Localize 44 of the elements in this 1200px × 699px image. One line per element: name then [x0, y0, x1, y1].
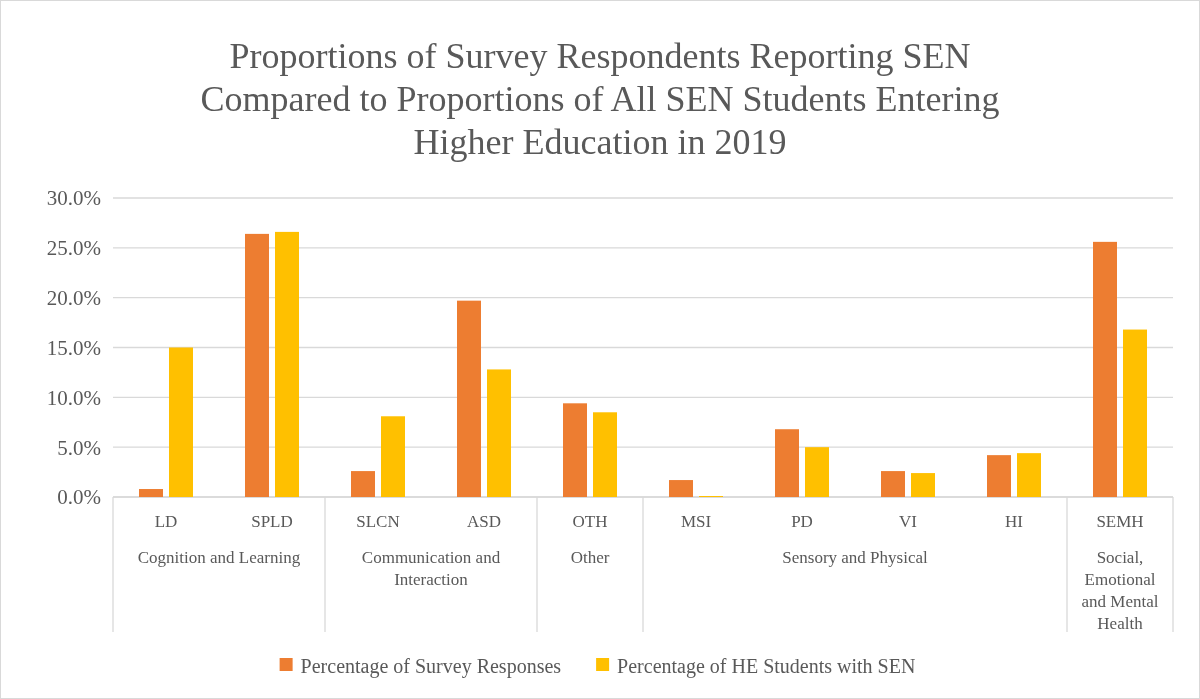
bar: [987, 455, 1011, 497]
text: Other: [570, 548, 610, 567]
bar: [457, 300, 481, 497]
chart-title: Proportions of Survey Respondents Reporting SEN Compared to Proportions of All SEN Students Entering Higher Education in 2019: [200, 36, 1000, 162]
y-tick-label: 15.0%: [46, 335, 101, 360]
x-tick-label: ASD: [466, 512, 502, 531]
bar: [1093, 241, 1117, 497]
bar: [487, 369, 511, 497]
x-tick-label: SLCN: [356, 512, 400, 531]
text: Social, Emotional and Mental Health: [1081, 548, 1159, 633]
x-tick-label: OTH: [572, 512, 608, 531]
bar: [881, 471, 905, 497]
y-tick-label: 5.0%: [57, 435, 101, 460]
x-tick-label: SEMH: [1096, 512, 1144, 531]
x-tick-label: SPLD: [251, 512, 293, 531]
bar: [169, 347, 193, 497]
x-tick-label: MSI: [680, 512, 712, 531]
y-tick-label: 30.0%: [46, 186, 101, 211]
bar: [669, 480, 693, 497]
legend-label: Percentage of HE Students with SEN: [617, 655, 916, 678]
bar: [381, 416, 405, 497]
y-tick-label: 25.0%: [46, 236, 101, 261]
y-tick-label: 0.0%: [57, 485, 101, 510]
text: Communication and Interaction: [361, 548, 501, 589]
bar: [139, 489, 163, 497]
x-tick-label: LD: [154, 512, 178, 531]
bar: [805, 447, 829, 497]
bar: [775, 429, 799, 497]
y-tick-label: 20.0%: [46, 286, 101, 311]
text: Cognition and Learning: [137, 548, 301, 567]
bar: [1017, 453, 1041, 497]
bar: [245, 233, 269, 497]
bar: [275, 231, 299, 497]
y-tick-label: 10.0%: [46, 385, 101, 410]
bar: [593, 412, 617, 497]
text: Sensory and Physical: [782, 548, 928, 567]
bar: [351, 471, 375, 497]
x-tick-label: PD: [791, 512, 813, 531]
bar: [1123, 329, 1147, 497]
bar: [911, 473, 935, 497]
x-tick-label: HI: [1005, 512, 1024, 531]
bar: [563, 403, 587, 497]
legend-label: Percentage of Survey Responses: [300, 655, 562, 678]
x-tick-label: VI: [899, 512, 918, 531]
